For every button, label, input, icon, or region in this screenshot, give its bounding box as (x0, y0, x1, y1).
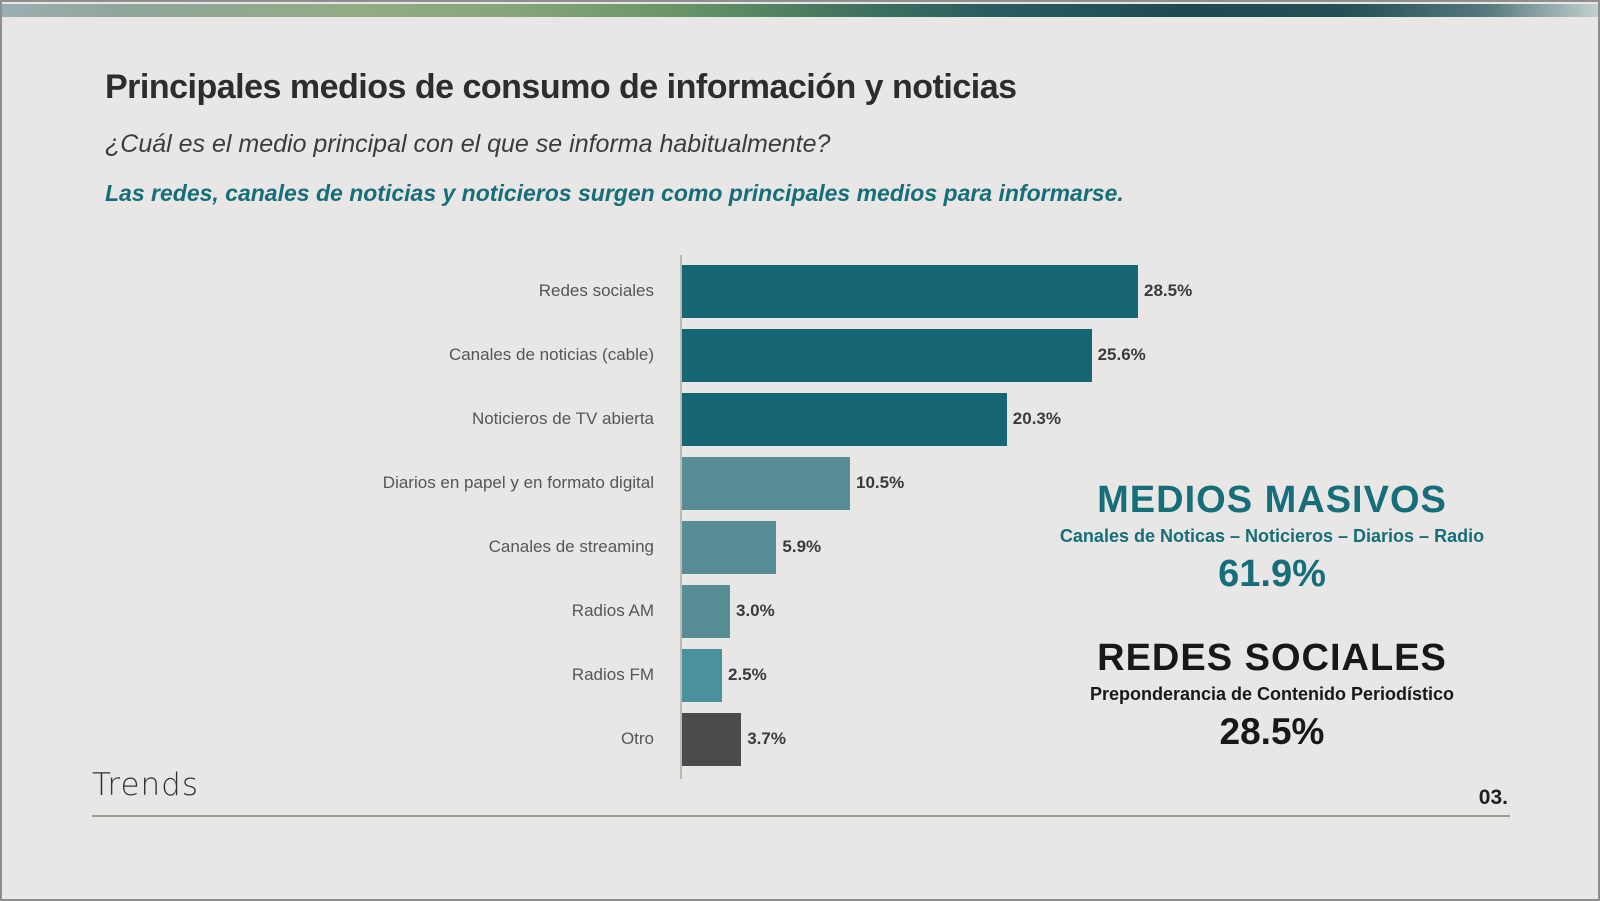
callout-spacer (1057, 596, 1487, 638)
slide-question-subtitle: ¿Cuál es el medio principal con el que s… (105, 130, 831, 158)
bar-category-label: Diarios en papel y en formato digital (382, 473, 654, 492)
bar-row: Otro 3.7% (2, 707, 1182, 771)
bar-category-label: Canales de noticias (cable) (448, 345, 654, 364)
bar (682, 584, 730, 638)
trends-logo: Trends (92, 767, 199, 803)
bar-category-label: Redes sociales (538, 281, 654, 300)
callout-medios-masivos-value: 61.9% (1218, 552, 1326, 595)
bar-row: Redes sociales 28.5% (2, 259, 1192, 323)
bar (682, 456, 850, 510)
bar (682, 712, 742, 766)
bar-category-label: Canales de streaming (488, 537, 654, 556)
bar-track: 3.0% (682, 584, 1162, 638)
bar-category-label: Radios AM (571, 601, 654, 620)
bar-row: Noticieros de TV abierta 20.3% (2, 387, 1182, 451)
bar-row: Radios FM 2.5% (2, 643, 1182, 707)
bar-row: Canales de streaming 5.9% (2, 515, 1182, 579)
bar-row: Radios AM 3.0% (2, 579, 1182, 643)
bar-track: 2.5% (682, 648, 1162, 702)
chart-axis-line (680, 255, 682, 779)
bar-track: 3.7% (682, 712, 1162, 766)
bar (682, 328, 1092, 382)
bar (682, 520, 777, 574)
bar (682, 392, 1007, 446)
top-gradient-bar (2, 4, 1598, 17)
slide-highlight-insight: Las redes, canales de noticias y noticie… (105, 180, 1124, 206)
bar-value-label: 2.5% (727, 665, 767, 684)
bar-value-label: 28.5% (1144, 281, 1193, 300)
bar-category-label: Noticieros de TV abierta (471, 409, 654, 428)
bar-row: Canales de noticias (cable) 25.6% (2, 323, 1182, 387)
bar-value-label: 20.3% (1012, 409, 1061, 428)
page-number: 03. (1478, 786, 1508, 809)
callout-redes-sociales-value: 28.5% (1219, 710, 1325, 752)
callout-medios-masivos-subtitle: Canales de Noticas – Noticieros – Diario… (1059, 525, 1485, 546)
bar-track: 28.5% (682, 264, 1192, 318)
bar-category-label: Radios FM (571, 665, 654, 684)
bar-value-label: 25.6% (1097, 345, 1146, 364)
bar-rows-container: Redes sociales 28.5% Canales de noticias (… (2, 259, 1192, 771)
callout-redes-sociales-subtitle: Preponderancia de Contenido Periodístico (1089, 683, 1455, 704)
bar (682, 648, 722, 702)
bar-value-label: 5.9% (782, 537, 822, 556)
bar-value-label: 10.5% (856, 473, 905, 492)
bar-track: 5.9% (682, 520, 1162, 574)
bar-category-label: Otro (620, 729, 654, 748)
bar-chart: Redes sociales 28.5% Canales de noticias (… (2, 255, 1192, 779)
bar-track: 20.3% (682, 392, 1162, 446)
callout-panel: MEDIOS MASIVOS Canales de Noticas – Noti… (1057, 479, 1487, 753)
bar-row: Diarios en papel y en formato digital 10.… (2, 451, 1182, 515)
bar (682, 264, 1138, 318)
callout-medios-masivos-title: MEDIOS MASIVOS (1097, 479, 1447, 521)
bar-track: 25.6% (682, 328, 1162, 382)
bar-value-label: 3.0% (736, 601, 775, 620)
callout-redes-sociales-title: REDES SOCIALES (1097, 636, 1447, 679)
bar-value-label: 3.7% (747, 729, 786, 748)
bar-track: 10.5% (682, 456, 1162, 510)
slide-title: Principales medios de consumo de informa… (105, 68, 1017, 106)
footer-divider-line (92, 815, 1510, 817)
